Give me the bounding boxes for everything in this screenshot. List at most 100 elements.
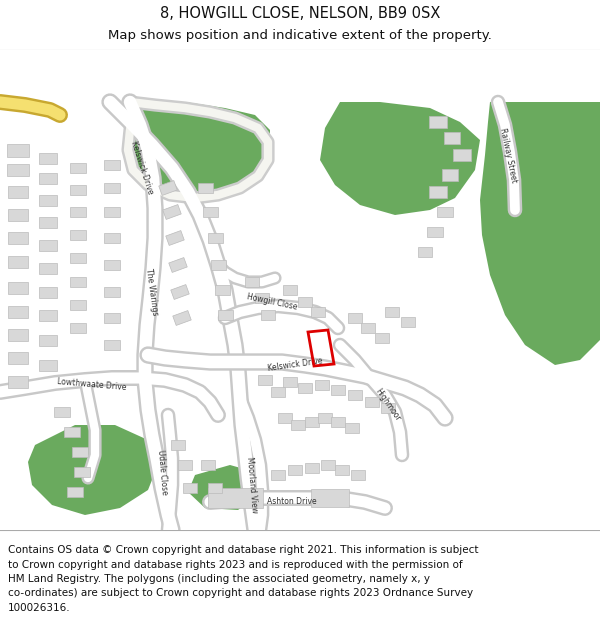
Bar	[208, 488, 263, 508]
Text: co-ordinates) are subject to Crown copyright and database rights 2023 Ordnance S: co-ordinates) are subject to Crown copyr…	[8, 589, 473, 599]
Bar	[298, 383, 312, 393]
Bar	[70, 253, 86, 263]
Bar	[54, 407, 70, 417]
Bar	[453, 149, 471, 161]
Bar	[401, 317, 415, 327]
Bar	[8, 376, 28, 388]
Bar	[418, 247, 432, 257]
Text: Udale Close: Udale Close	[155, 449, 169, 495]
Bar	[442, 169, 458, 181]
Bar	[444, 132, 460, 144]
Bar	[305, 417, 319, 427]
Bar	[104, 233, 120, 243]
Bar	[8, 232, 28, 244]
Bar	[203, 207, 218, 217]
Bar	[64, 427, 80, 437]
Bar	[7, 144, 29, 156]
Bar	[218, 310, 233, 320]
Bar	[8, 282, 28, 294]
Bar	[183, 483, 197, 493]
Bar	[429, 116, 447, 128]
Polygon shape	[188, 465, 258, 510]
Bar	[245, 277, 259, 287]
Bar	[345, 423, 359, 433]
Bar	[39, 262, 57, 274]
Bar	[70, 230, 86, 240]
Bar	[159, 181, 177, 196]
Bar	[166, 231, 184, 246]
Bar	[104, 260, 120, 270]
Bar	[39, 359, 57, 371]
Bar	[39, 334, 57, 346]
Bar	[70, 185, 86, 195]
Text: HM Land Registry. The polygons (including the associated geometry, namely x, y: HM Land Registry. The polygons (includin…	[8, 574, 430, 584]
Bar	[178, 460, 192, 470]
Text: Ashton Drive: Ashton Drive	[267, 498, 317, 506]
Bar	[429, 186, 447, 198]
Bar	[8, 306, 28, 318]
Bar	[288, 465, 302, 475]
Text: 100026316.: 100026316.	[8, 603, 71, 613]
Text: to Crown copyright and database rights 2023 and is reproduced with the permissio: to Crown copyright and database rights 2…	[8, 559, 463, 569]
Bar	[437, 207, 453, 217]
Text: The Warings: The Warings	[144, 268, 160, 316]
Text: Railway Street: Railway Street	[498, 127, 518, 183]
Bar	[7, 164, 29, 176]
Bar	[70, 300, 86, 310]
Polygon shape	[28, 425, 158, 515]
Bar	[305, 463, 319, 473]
Bar	[104, 160, 120, 170]
Bar	[211, 260, 226, 270]
Bar	[385, 307, 399, 317]
Text: Moorland View: Moorland View	[245, 456, 259, 514]
Bar	[365, 397, 379, 407]
Bar	[271, 470, 285, 480]
Polygon shape	[320, 102, 480, 215]
Bar	[361, 323, 375, 333]
Bar	[197, 183, 212, 193]
Text: Highmoor: Highmoor	[374, 387, 403, 423]
Bar	[208, 483, 222, 493]
Bar	[169, 258, 187, 272]
Text: Contains OS data © Crown copyright and database right 2021. This information is : Contains OS data © Crown copyright and d…	[8, 545, 479, 555]
Bar	[70, 277, 86, 287]
Bar	[173, 311, 191, 326]
Bar	[104, 313, 120, 323]
Text: 8, HOWGILL CLOSE, NELSON, BB9 0SX: 8, HOWGILL CLOSE, NELSON, BB9 0SX	[160, 6, 440, 21]
Bar	[70, 323, 86, 333]
Bar	[255, 293, 269, 303]
Bar	[283, 377, 297, 387]
Text: Howgill Close: Howgill Close	[246, 292, 298, 312]
Bar	[331, 385, 345, 395]
Bar	[8, 329, 28, 341]
Bar	[8, 256, 28, 268]
Bar	[381, 403, 395, 413]
Bar	[70, 207, 86, 217]
Bar	[348, 390, 362, 400]
Bar	[278, 413, 292, 423]
Bar	[8, 352, 28, 364]
Bar	[208, 233, 223, 243]
Bar	[321, 460, 335, 470]
Bar	[72, 447, 88, 457]
Bar	[39, 309, 57, 321]
Bar	[298, 297, 312, 307]
Bar	[70, 163, 86, 173]
Bar	[427, 227, 443, 237]
Bar	[163, 204, 181, 219]
Bar	[39, 152, 57, 164]
Bar	[74, 467, 90, 477]
Bar	[104, 287, 120, 297]
Bar	[39, 239, 57, 251]
Polygon shape	[480, 102, 600, 365]
Bar	[261, 310, 275, 320]
Bar	[39, 194, 57, 206]
Bar	[283, 285, 297, 295]
Bar	[271, 387, 285, 397]
Bar	[318, 413, 332, 423]
Bar	[39, 286, 57, 298]
Bar	[104, 183, 120, 193]
Bar	[348, 313, 362, 323]
Bar	[335, 465, 349, 475]
Bar	[311, 489, 349, 507]
